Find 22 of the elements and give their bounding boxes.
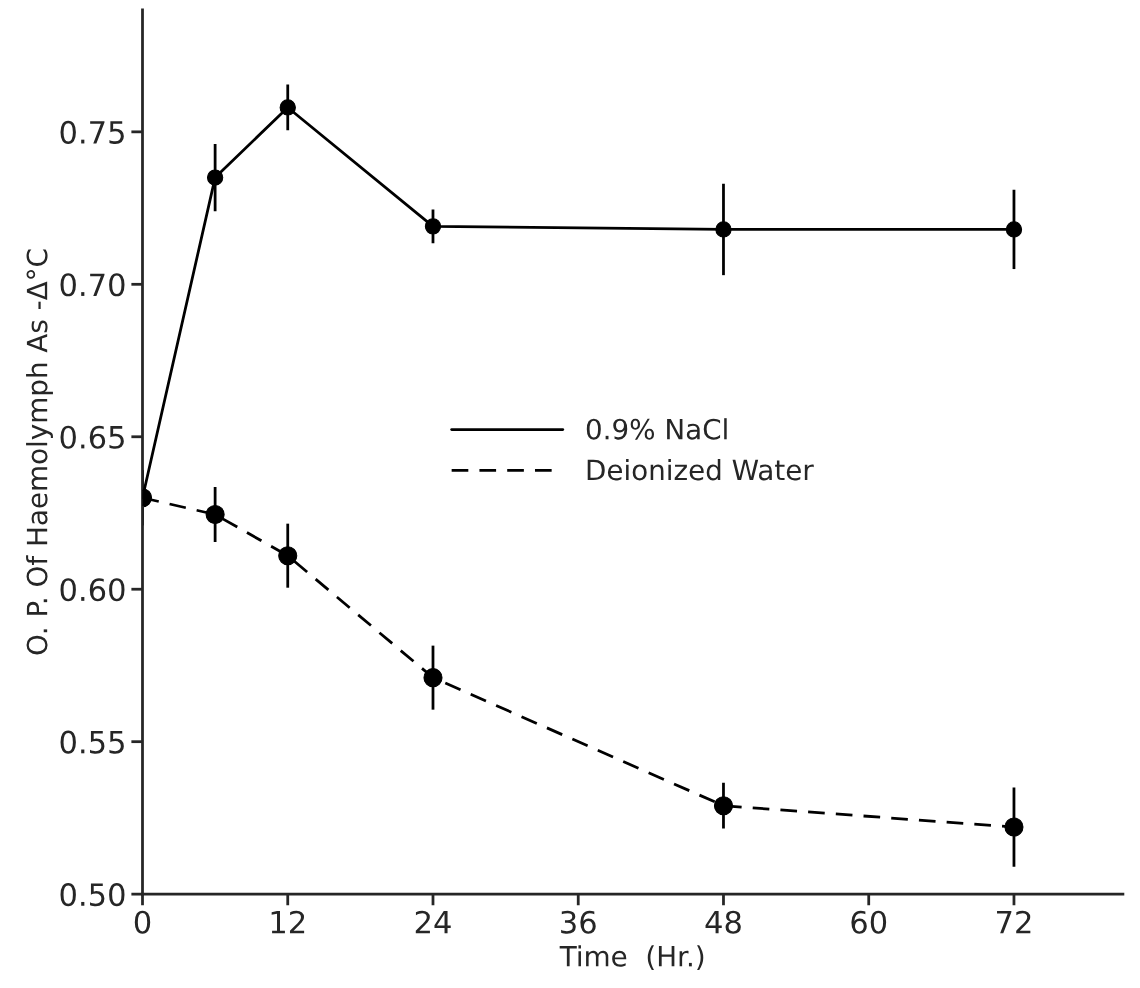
x-tick-label: 36 xyxy=(561,910,596,934)
legend-label: 0.9% NaCl xyxy=(586,418,727,440)
point xyxy=(206,169,224,186)
x-tick-label: 12 xyxy=(271,910,305,934)
x-axis-title: Time (Hr.) xyxy=(559,945,704,971)
y-tick-label: 0.55 xyxy=(60,730,124,754)
y-tick-label: 0.65 xyxy=(60,425,124,449)
point xyxy=(1005,221,1023,238)
y-tick-label: 0.50 xyxy=(60,883,125,907)
y-tick-label: 0.75 xyxy=(60,120,124,144)
x-tick-label: 0 xyxy=(134,910,151,934)
point xyxy=(424,218,442,235)
x-tick-label: 60 xyxy=(851,910,887,934)
legend-label: Deionized Water xyxy=(587,458,814,481)
y-tick-label: 0.70 xyxy=(60,273,125,297)
point xyxy=(279,99,296,116)
y-axis-title: O. P. Of Haemolymph As -Δ°C xyxy=(26,249,53,655)
point xyxy=(715,221,732,238)
x-tick-label: 72 xyxy=(997,910,1031,934)
y-tick-label: 0.60 xyxy=(60,578,125,602)
x-tick-label: 24 xyxy=(415,910,451,934)
x-tick-label: 48 xyxy=(705,910,741,934)
